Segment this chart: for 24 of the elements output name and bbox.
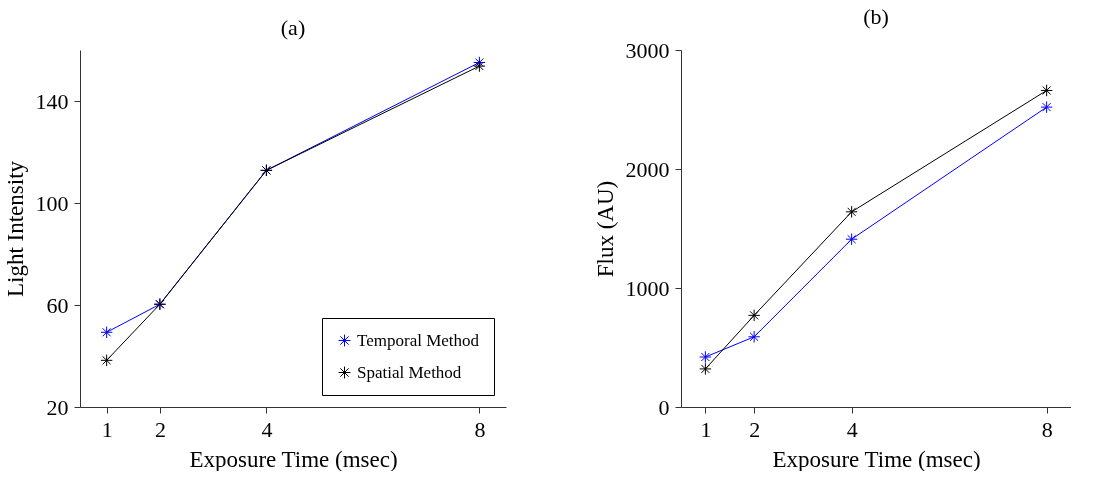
y-tick-label: 100 — [35, 190, 69, 216]
y-tick-label: 3000 — [625, 37, 670, 63]
x-tick-label: 4 — [846, 416, 858, 442]
x-tick-label: 1 — [101, 416, 113, 442]
x-tick-label: 2 — [154, 416, 166, 442]
y-tick-label: 140 — [35, 88, 69, 114]
x-tick-label: 2 — [749, 416, 761, 442]
y-tick-label: 0 — [658, 394, 670, 420]
y-axis-title: Light Intensity — [2, 160, 28, 298]
y-tick-label: 60 — [46, 292, 69, 318]
legend-label: Temporal Method — [357, 330, 480, 350]
legend-label: Spatial Method — [357, 362, 462, 382]
x-tick-label: 1 — [700, 416, 712, 442]
x-tick-label: 8 — [474, 416, 486, 442]
y-axis-title: Flux (AU) — [592, 180, 618, 278]
chart-title: (a) — [280, 15, 306, 40]
y-tick-label: 1000 — [625, 275, 670, 301]
x-tick-label: 8 — [1041, 416, 1053, 442]
x-tick-label: 4 — [261, 416, 273, 442]
x-axis-title: Exposure Time (msec) — [772, 446, 981, 472]
chart-title: (b) — [863, 4, 889, 29]
x-axis-title: Exposure Time (msec) — [189, 446, 398, 472]
y-tick-label: 2000 — [625, 156, 670, 182]
y-tick-label: 20 — [46, 394, 69, 420]
